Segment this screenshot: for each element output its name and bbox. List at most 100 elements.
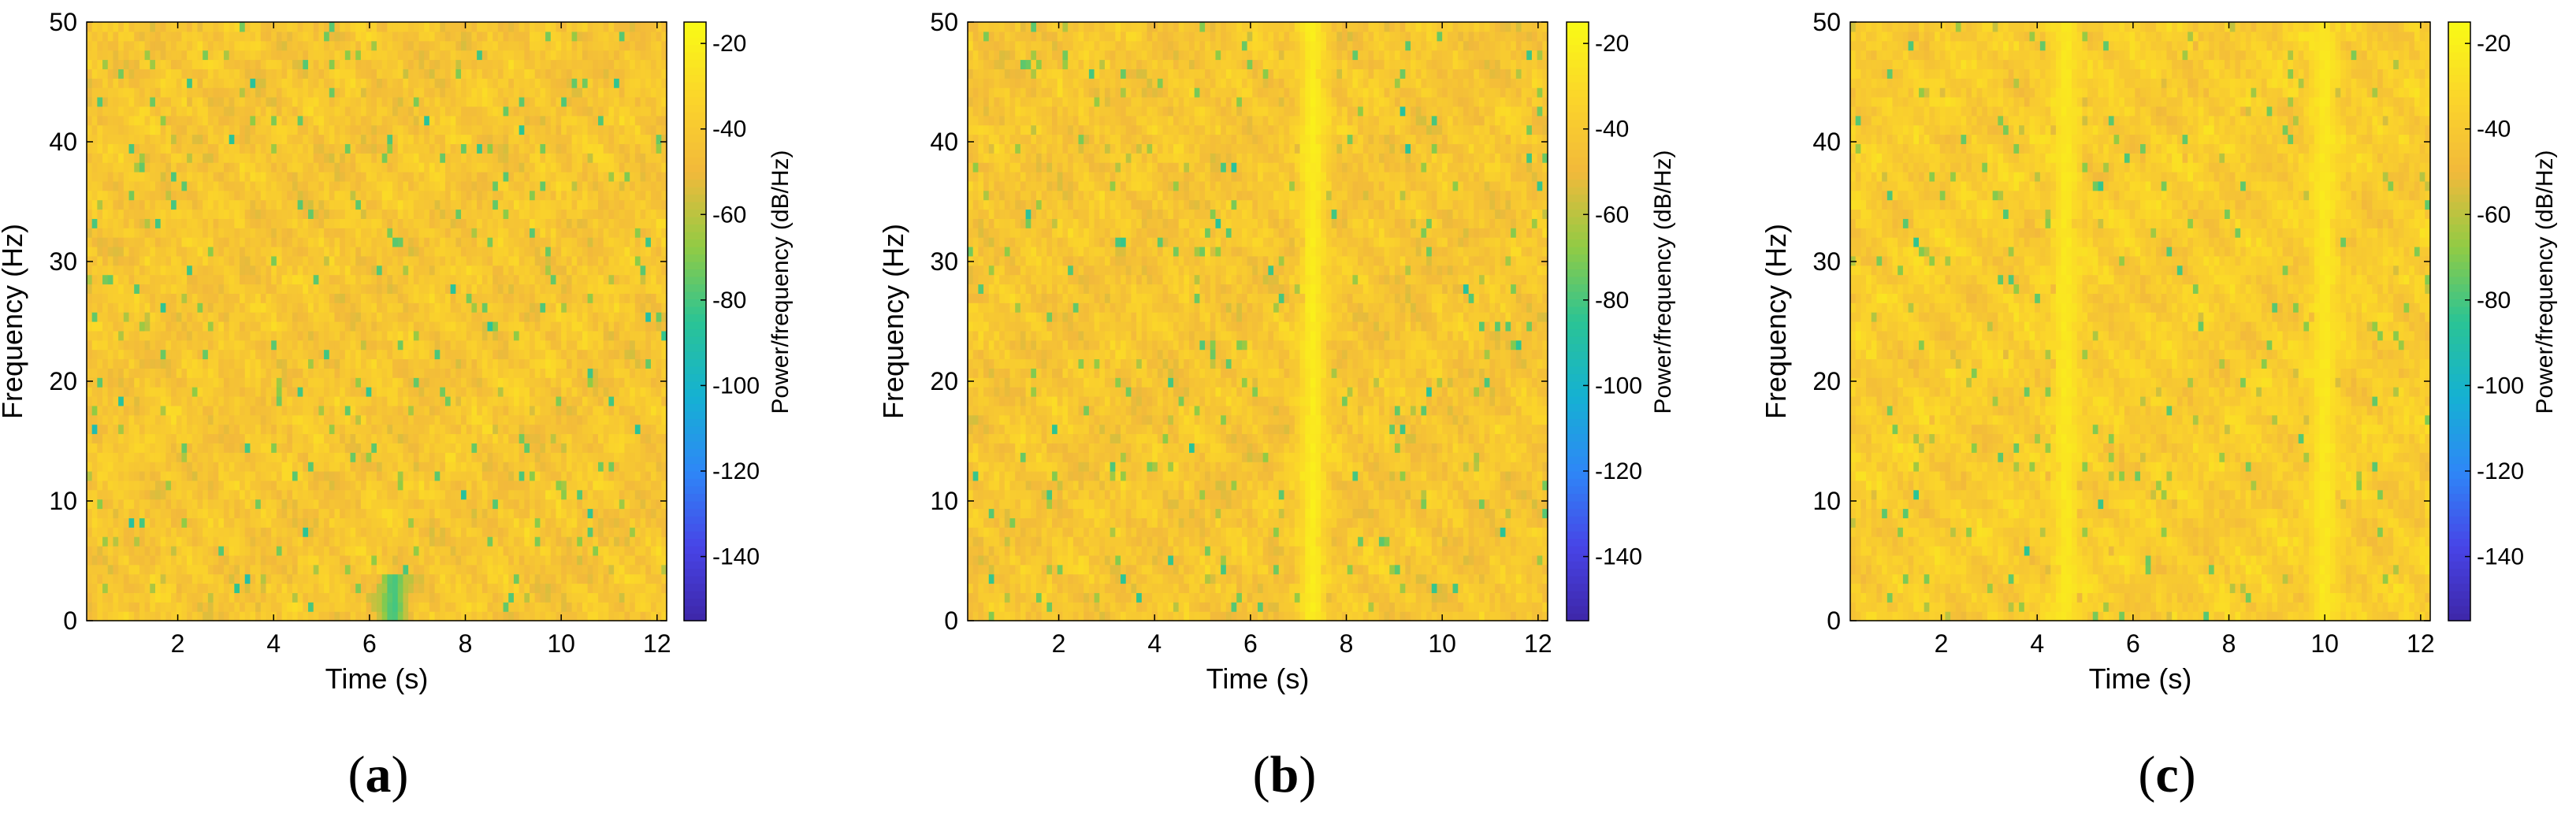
heatmap-cell <box>97 349 103 360</box>
heatmap-cell <box>229 602 235 612</box>
heatmap-cell <box>203 172 209 182</box>
heatmap-cell <box>223 321 230 332</box>
heatmap-cell <box>471 592 478 603</box>
heatmap-cell <box>318 592 325 603</box>
heatmap-cell <box>350 78 356 88</box>
heatmap-cell <box>171 602 177 612</box>
heatmap-cell <box>444 265 452 276</box>
heatmap-cell <box>324 414 330 425</box>
heatmap-cell <box>424 180 430 191</box>
heatmap-cell <box>440 377 446 388</box>
heatmap-cell <box>381 321 388 332</box>
heatmap-cell <box>434 405 440 416</box>
heatmap-cell <box>266 106 272 117</box>
heatmap-cell <box>271 106 277 117</box>
heatmap-cell <box>424 274 430 285</box>
heatmap-cell <box>276 602 283 612</box>
heatmap-cell <box>477 69 483 79</box>
heatmap-cell <box>444 199 452 210</box>
heatmap-cell <box>218 255 225 266</box>
heatmap-cell <box>371 274 377 285</box>
heatmap-cell <box>481 387 489 397</box>
heatmap-cell <box>461 209 467 219</box>
heatmap-cell <box>139 134 146 144</box>
heatmap-cell <box>207 124 214 135</box>
heatmap-cell <box>203 274 209 285</box>
heatmap-cell <box>255 50 262 61</box>
heatmap-cell <box>244 377 251 388</box>
heatmap-cell <box>134 573 140 584</box>
heatmap-cell <box>471 602 478 612</box>
heatmap-cell <box>197 106 203 117</box>
heatmap-cell <box>477 330 483 341</box>
heatmap-cell <box>102 321 109 332</box>
heatmap-cell <box>450 518 456 528</box>
heatmap-cell <box>471 59 478 69</box>
heatmap-cell <box>203 134 209 144</box>
heatmap-cell <box>107 396 114 406</box>
heatmap-cell <box>87 405 93 416</box>
heatmap-cell <box>203 349 209 360</box>
heatmap-cell <box>461 499 467 510</box>
heatmap-cell <box>344 349 351 360</box>
heatmap-cell <box>154 387 162 397</box>
heatmap-cell <box>329 124 336 135</box>
heatmap-cell <box>424 368 430 378</box>
heatmap-cell <box>493 265 499 276</box>
heatmap-cell <box>91 209 98 219</box>
heatmap-cell <box>418 555 425 566</box>
heatmap-cell <box>154 405 162 416</box>
heatmap-cell <box>471 573 478 584</box>
heatmap-cell <box>350 87 356 98</box>
heatmap-cell <box>187 106 193 117</box>
heatmap-cell <box>171 59 177 69</box>
heatmap-cell <box>176 162 183 173</box>
heatmap-cell <box>250 414 256 425</box>
heatmap-cell <box>340 499 346 510</box>
heatmap-cell <box>429 134 436 144</box>
heatmap-cell <box>113 134 119 144</box>
heatmap-cell <box>450 377 456 388</box>
heatmap-cell <box>171 312 177 322</box>
heatmap-cell <box>392 443 399 453</box>
heatmap-cell <box>154 190 162 201</box>
heatmap-cell <box>260 321 267 332</box>
heatmap-cell <box>360 471 367 481</box>
heatmap-cell <box>429 97 436 107</box>
heatmap-cell <box>139 387 146 397</box>
heatmap-cell <box>387 247 393 257</box>
heatmap-cell <box>229 480 235 491</box>
heatmap-cell <box>350 387 356 397</box>
heatmap-cell <box>266 396 272 406</box>
heatmap-cell <box>408 611 414 621</box>
heatmap-cell <box>113 237 119 247</box>
heatmap-cell <box>308 508 314 518</box>
heatmap-cell <box>424 452 430 462</box>
heatmap-cell <box>134 321 140 332</box>
heatmap-cell <box>371 228 377 238</box>
heatmap-cell <box>165 611 172 621</box>
heatmap-cell <box>160 462 166 472</box>
heatmap-cell <box>360 218 367 228</box>
heatmap-cell <box>160 69 166 79</box>
heatmap-cell <box>450 489 456 500</box>
heatmap-cell <box>234 190 240 201</box>
heatmap-cell <box>128 69 135 79</box>
heatmap-cell <box>344 247 351 257</box>
heatmap-cell <box>87 518 93 528</box>
heatmap-cell <box>203 209 209 219</box>
heatmap-cell <box>234 312 240 322</box>
heatmap-cell <box>281 387 288 397</box>
heatmap-cell <box>287 602 293 612</box>
heatmap-cell <box>303 583 309 593</box>
heatmap-cell <box>244 518 251 528</box>
heatmap-cell <box>218 602 225 612</box>
heatmap-cell <box>408 387 414 397</box>
heatmap-cell <box>113 40 119 51</box>
heatmap-cell <box>377 78 383 88</box>
heatmap-cell <box>440 87 446 98</box>
heatmap-cell <box>218 97 225 107</box>
heatmap-cell <box>487 358 493 369</box>
heatmap-cell <box>213 134 219 144</box>
